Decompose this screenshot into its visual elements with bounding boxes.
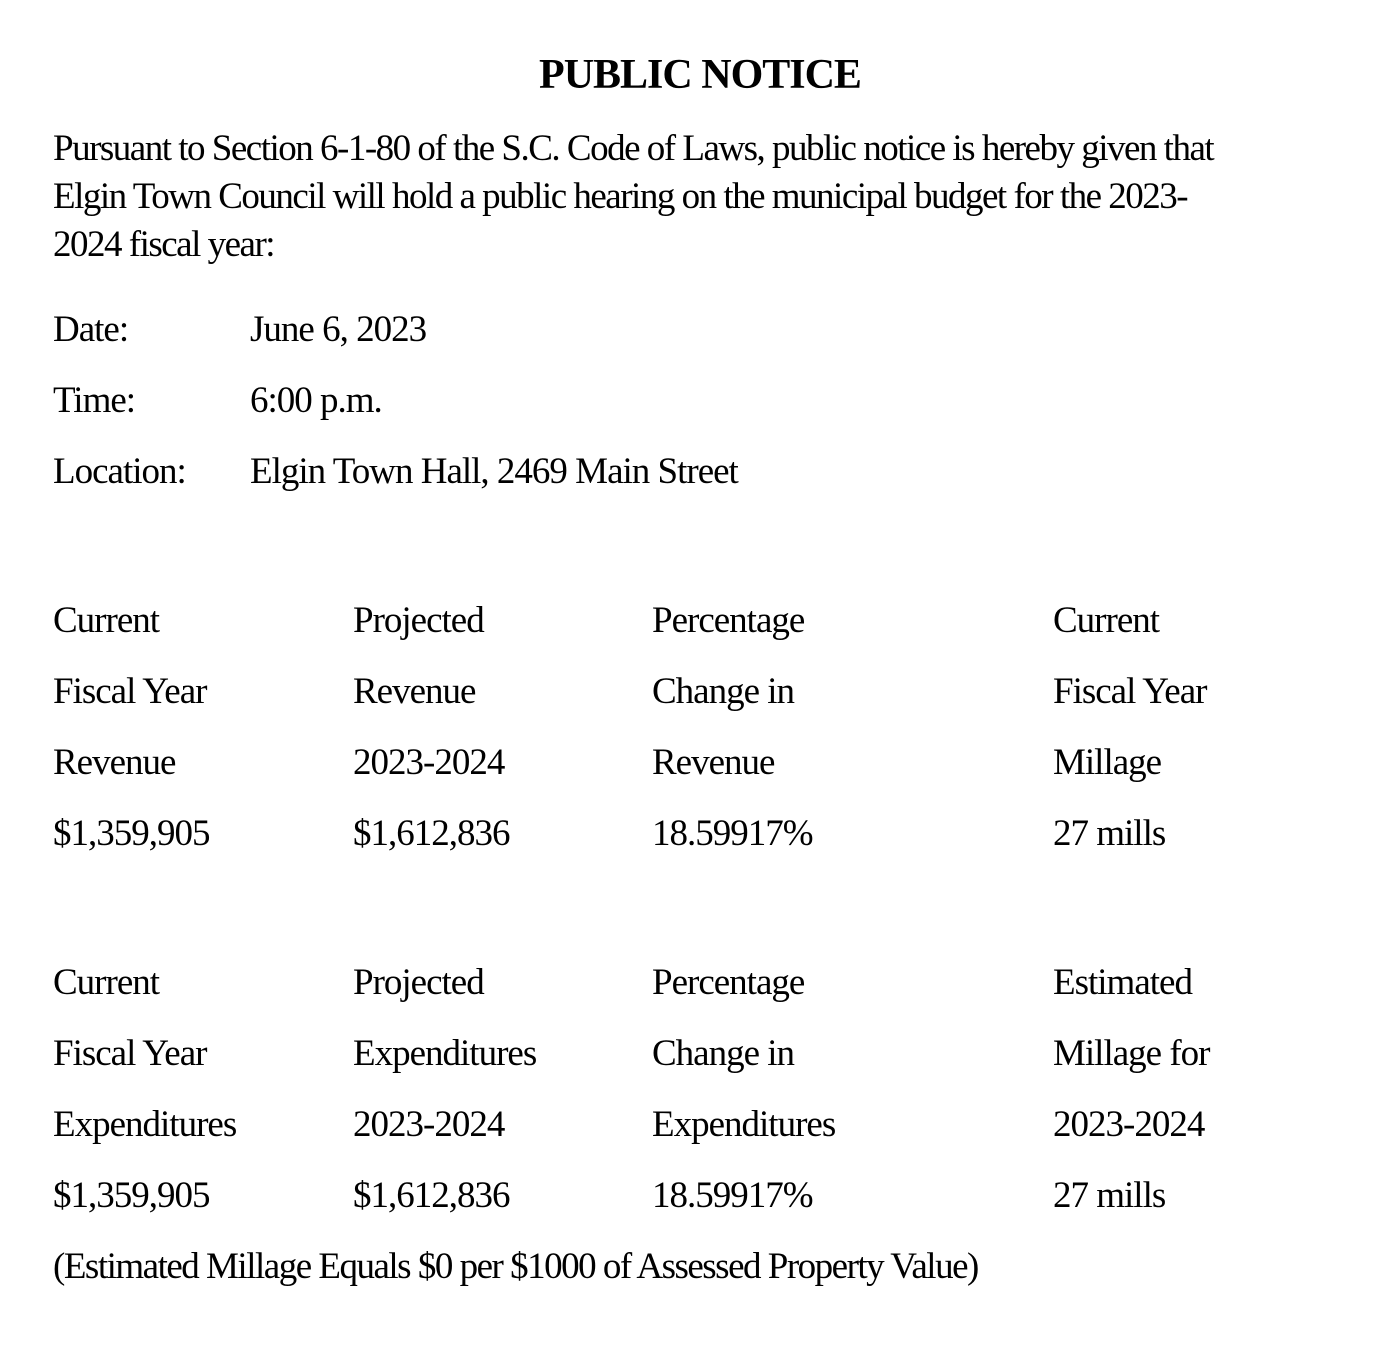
table-value: $1,612,836	[353, 1175, 511, 1216]
table-header-line: 2023-2024	[353, 742, 505, 783]
revenue-col-pct-change: Percentage Change in Revenue 18.59917%	[652, 585, 1053, 869]
table-header-line: Percentage	[652, 600, 805, 641]
location-label: Location:	[53, 451, 187, 492]
table-header-line: Revenue	[53, 742, 176, 783]
table-header-line: Revenue	[652, 742, 775, 783]
document-title: PUBLIC NOTICE	[539, 52, 862, 98]
table-header-line: Current	[53, 600, 160, 641]
table-value: $1,359,905	[53, 1175, 211, 1216]
intro-line-2: Elgin Town Council will hold a public he…	[53, 176, 1189, 217]
table-header-line: Expenditures	[652, 1104, 836, 1145]
table-header-line: Expenditures	[353, 1033, 537, 1074]
table-value: 27 mills	[1053, 1175, 1166, 1216]
hearing-details: Date: June 6, 2023 Time: 6:00 p.m. Locat…	[53, 294, 1347, 507]
table-header-line: Fiscal Year	[1053, 671, 1207, 712]
intro-line-3: 2024 fiscal year:	[53, 224, 276, 265]
table-header-line: Current	[1053, 600, 1160, 641]
table-header-line: Revenue	[353, 671, 476, 712]
revenue-col-millage: Current Fiscal Year Millage 27 mills	[1053, 585, 1347, 869]
table-header-line: Current	[53, 962, 160, 1003]
millage-note: (Estimated Millage Equals $0 per $1000 o…	[53, 1246, 979, 1287]
table-header-line: Change in	[652, 1033, 795, 1074]
table-header-line: 2023-2024	[353, 1104, 505, 1145]
intro-line-1: Pursuant to Section 6-1-80 of the S.C. C…	[53, 128, 1215, 169]
table-header-line: 2023-2024	[1053, 1104, 1205, 1145]
table-header-line: Estimated	[1053, 962, 1193, 1003]
detail-row-time: Time: 6:00 p.m.	[53, 365, 1347, 436]
table-header-line: Fiscal Year	[53, 671, 207, 712]
detail-row-location: Location: Elgin Town Hall, 2469 Main Str…	[53, 436, 1347, 507]
intro-paragraph: Pursuant to Section 6-1-80 of the S.C. C…	[53, 125, 1347, 269]
expenditure-col-pct-change: Percentage Change in Expenditures 18.599…	[652, 947, 1053, 1231]
table-header-line: Millage	[1053, 742, 1162, 783]
table-header-line: Fiscal Year	[53, 1033, 207, 1074]
table-header-line: Change in	[652, 671, 795, 712]
table-header-line: Expenditures	[53, 1104, 237, 1145]
expenditure-table: Current Fiscal Year Expenditures $1,359,…	[53, 947, 1347, 1231]
expenditure-col-projected: Projected Expenditures 2023-2024 $1,612,…	[353, 947, 652, 1231]
location-value: Elgin Town Hall, 2469 Main Street	[250, 451, 739, 492]
table-header-line: Projected	[353, 962, 485, 1003]
revenue-col-projected: Projected Revenue 2023-2024 $1,612,836	[353, 585, 652, 869]
expenditure-col-current-fy: Current Fiscal Year Expenditures $1,359,…	[53, 947, 353, 1231]
expenditure-col-est-millage: Estimated Millage for 2023-2024 27 mills	[1053, 947, 1347, 1231]
table-header-line: Percentage	[652, 962, 805, 1003]
table-value: 18.59917%	[652, 813, 814, 854]
table-value: 27 mills	[1053, 813, 1166, 854]
table-value: $1,359,905	[53, 813, 211, 854]
date-value: June 6, 2023	[250, 309, 427, 350]
revenue-col-current-fy: Current Fiscal Year Revenue $1,359,905	[53, 585, 353, 869]
time-value: 6:00 p.m.	[250, 380, 383, 421]
table-value: 18.59917%	[652, 1175, 814, 1216]
revenue-table: Current Fiscal Year Revenue $1,359,905 P…	[53, 585, 1347, 869]
table-header-line: Millage for	[1053, 1033, 1210, 1074]
time-label: Time:	[53, 380, 136, 421]
table-value: $1,612,836	[353, 813, 511, 854]
detail-row-date: Date: June 6, 2023	[53, 294, 1347, 365]
date-label: Date:	[53, 309, 129, 350]
table-header-line: Projected	[353, 600, 485, 641]
